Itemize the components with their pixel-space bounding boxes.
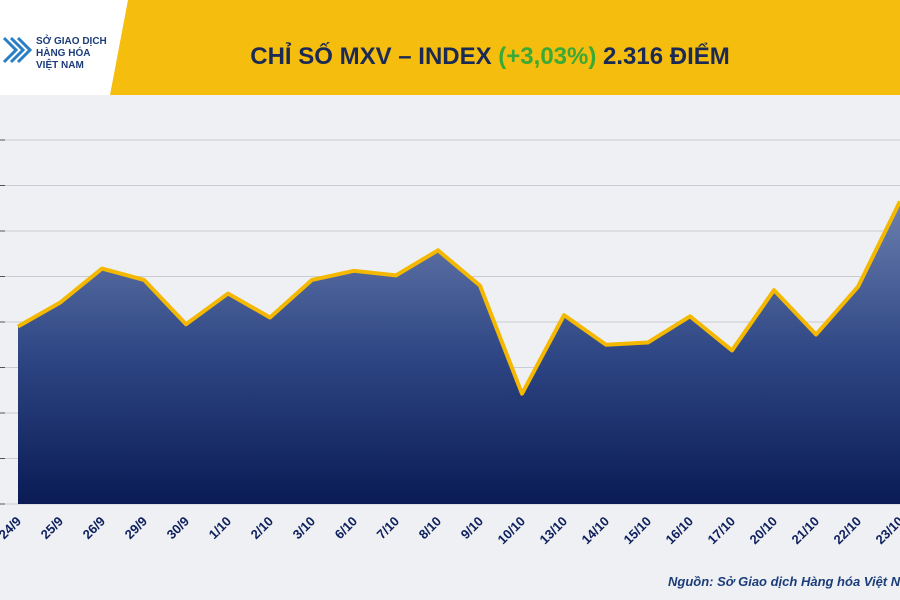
chart-title: CHỈ SỐ MXV – INDEX (+3,03%) 2.316 ĐIỂM: [250, 41, 730, 70]
logo-text: VIỆT NAM: [36, 58, 84, 71]
title-change: (+3,03%): [498, 43, 596, 70]
title-part: CHỈ SỐ MXV – INDEX: [250, 41, 491, 70]
area-fill: [18, 201, 900, 505]
source-note: Nguồn: Sở Giao dịch Hàng hóa Việt Nam: [668, 574, 900, 589]
logo-text: SỞ GIAO DỊCH: [36, 34, 107, 47]
logo-box: [0, 0, 128, 95]
logo-icon: [2, 36, 33, 64]
logo-text: HÀNG HÓA: [36, 46, 90, 59]
line: [17, 200, 900, 396]
header-bar: [0, 0, 900, 95]
title-part: 2.316 ĐIỂM: [603, 42, 730, 70]
